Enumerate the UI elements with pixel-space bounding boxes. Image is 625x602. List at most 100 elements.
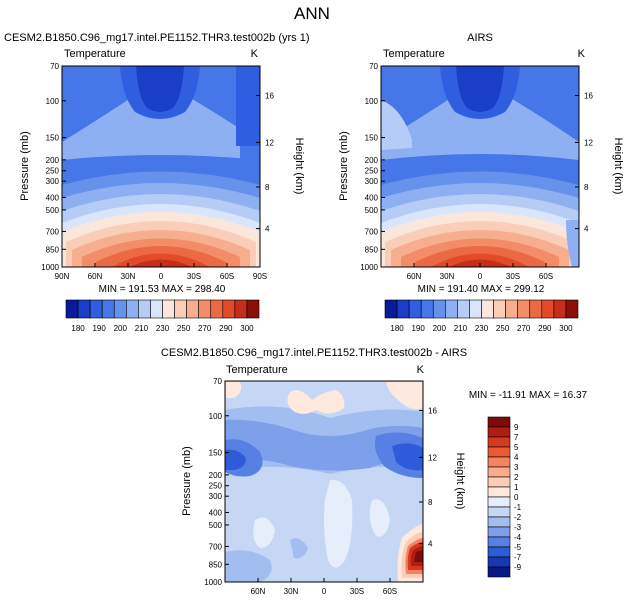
colorbar-label: -7 <box>514 553 522 562</box>
panel-obs-stats: MIN = 191.40 MAX = 299.12 <box>418 284 545 295</box>
x-tick-label: 30S <box>187 272 201 281</box>
y-tick-label: 250 <box>365 167 379 176</box>
y-tick-label: 250 <box>209 482 223 491</box>
colorbar-swatch <box>487 536 511 548</box>
contour-level-band <box>290 538 308 559</box>
colorbar-swatch <box>487 496 511 508</box>
x-tick-label: 30S <box>350 587 364 596</box>
y-tick-label: 300 <box>46 177 60 186</box>
y-tick-label: 850 <box>209 560 223 569</box>
contour-level-band <box>456 66 504 112</box>
panel-model-y2label: Height (km) <box>293 138 305 195</box>
colorbar-label: 0 <box>514 493 519 502</box>
colorbar-swatch <box>186 299 199 319</box>
y-tick-label: 500 <box>46 206 60 215</box>
panel-model-stats: MIN = 191.53 MAX = 298.40 <box>99 284 226 295</box>
colorbar-label: 180 <box>390 324 404 333</box>
colorbar-swatch <box>487 556 511 568</box>
y2-tick-label: 8 <box>265 183 270 192</box>
colorbar-label: 270 <box>198 324 212 333</box>
contour-level-band <box>324 479 353 568</box>
colorbar-swatch <box>126 299 139 319</box>
colorbar-swatch <box>396 299 410 319</box>
contour-level-band <box>369 499 390 537</box>
y-tick-label: 300 <box>209 492 223 501</box>
contour-level-band <box>381 66 579 142</box>
y-tick-label: 70 <box>369 62 378 71</box>
colorbar-swatch <box>487 566 511 578</box>
panel-model-left-label: Temperature <box>64 48 126 60</box>
y2-tick-label: 8 <box>428 498 433 507</box>
y-tick-label: 150 <box>46 134 60 143</box>
x-tick-label: 30N <box>121 272 136 281</box>
colorbar-label: -9 <box>514 563 522 572</box>
y2-tick-label: 16 <box>428 407 437 416</box>
colorbar-swatch <box>198 299 212 319</box>
colorbar-swatch <box>487 516 511 528</box>
colorbar-label: 250 <box>496 324 510 333</box>
colorbar-label: 200 <box>433 324 447 333</box>
y2-tick-label: 4 <box>584 225 589 234</box>
y-tick-label: 1000 <box>204 578 222 587</box>
panel-model-contours <box>62 66 260 267</box>
contour-level-band <box>136 66 184 112</box>
colorbar-label: 210 <box>454 324 468 333</box>
contour-level-band <box>225 550 272 582</box>
panel-diff-units: K <box>417 364 425 376</box>
panel-obs-units: K <box>578 48 586 60</box>
contour-level-band <box>236 66 260 146</box>
colorbar-swatch <box>138 299 151 319</box>
contour-level-band <box>414 550 423 562</box>
colorbar-swatch <box>487 476 511 488</box>
y2-tick-label: 8 <box>584 183 589 192</box>
colorbar-label: 300 <box>559 324 573 333</box>
colorbar-swatch <box>487 486 511 498</box>
colorbar-swatch <box>432 299 446 319</box>
contour-level-band <box>386 382 423 409</box>
colorbar-swatch <box>487 526 511 538</box>
contour-level-band <box>226 382 242 398</box>
colorbar-label: 230 <box>475 324 489 333</box>
y-tick-label: 250 <box>46 167 60 176</box>
colorbar-label: 290 <box>538 324 552 333</box>
colorbar-swatch <box>113 299 127 319</box>
y-tick-label: 200 <box>209 471 223 480</box>
x-tick-label: 60N <box>251 587 266 596</box>
colorbar-swatch <box>517 299 531 319</box>
x-tick-label: 0 <box>478 272 483 281</box>
x-tick-label: 30N <box>284 587 299 596</box>
x-tick-label: 60N <box>88 272 103 281</box>
y-tick-label: 500 <box>365 206 379 215</box>
panel-obs-y2label: Height (km) <box>612 138 624 195</box>
colorbar-label: -1 <box>514 503 522 512</box>
y-tick-label: 700 <box>209 542 223 551</box>
x-tick-label: 60N <box>407 272 422 281</box>
y-tick-label: 150 <box>365 134 379 143</box>
x-tick-label: 90N <box>55 272 70 281</box>
colorbar-label: -5 <box>514 543 522 552</box>
y2-tick-label: 12 <box>584 138 593 147</box>
colorbar-swatch <box>246 299 260 319</box>
panel-model-units: K <box>251 48 259 60</box>
colorbar-label: 180 <box>71 324 85 333</box>
y-tick-label: 100 <box>209 412 223 421</box>
colorbar-label: 1 <box>514 483 519 492</box>
colorbar-label: 190 <box>411 324 425 333</box>
x-tick-label: 60S <box>383 587 397 596</box>
x-tick-label: 90S <box>253 272 267 281</box>
colorbar-label: 200 <box>114 324 128 333</box>
colorbar-label: 2 <box>514 473 519 482</box>
colorbar-swatch <box>541 299 555 319</box>
colorbar-swatch <box>487 546 511 558</box>
x-tick-label: 30N <box>440 272 455 281</box>
colorbar-swatch <box>493 299 506 319</box>
contour-level-band <box>62 66 260 142</box>
panel-obs-left-label: Temperature <box>383 48 445 60</box>
contour-level-band <box>240 146 260 168</box>
colorbar-label: 270 <box>517 324 531 333</box>
colorbar-swatch <box>529 299 543 319</box>
